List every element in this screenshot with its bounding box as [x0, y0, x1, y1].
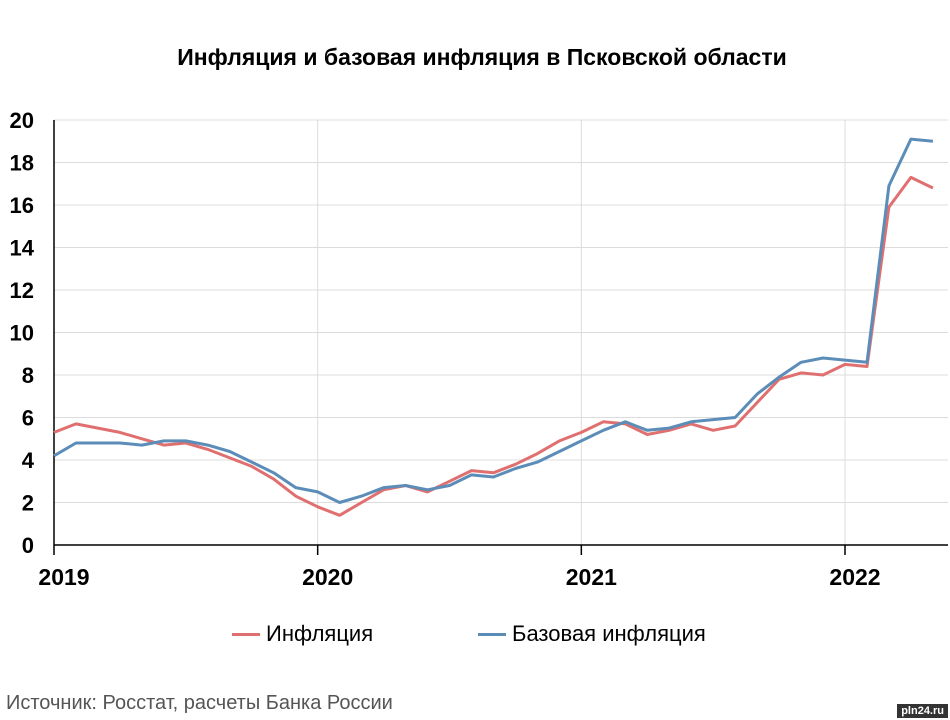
line-chart: 0 2 4 6 8 10 12 14 16 18 20 2019 2020 2021 2022	[10, 108, 948, 590]
x-axis-ticks: 2019 2020 2021 2022	[38, 564, 880, 590]
x-tick-label-2019: 2019	[38, 564, 89, 590]
series-line-inflation	[53, 175, 934, 517]
legend-label-core-inflation: Базовая инфляция	[512, 621, 706, 646]
legend-item-core-inflation: Базовая инфляция	[478, 621, 706, 647]
watermark: pln24.ru	[897, 704, 948, 718]
legend-label-inflation: Инфляция	[266, 621, 374, 646]
y-tick-label-14: 14	[10, 236, 35, 261]
y-tick-label-12: 12	[10, 278, 34, 303]
source-note: Источник: Росстат, расчеты Банка России	[6, 692, 393, 714]
legend-swatch-core-inflation	[478, 632, 506, 636]
y-tick-label-20: 20	[10, 108, 34, 133]
grid	[54, 119, 948, 545]
y-tick-label-10: 10	[10, 321, 34, 346]
y-tick-label-4: 4	[22, 448, 35, 473]
chart-title: Инфляция и базовая инфляция в Псковской …	[177, 44, 787, 70]
axes	[53, 120, 948, 555]
y-tick-label-8: 8	[22, 363, 34, 388]
x-tick-label-2022: 2022	[829, 564, 880, 590]
legend-item-inflation: Инфляция	[232, 621, 373, 647]
y-tick-label-16: 16	[10, 193, 34, 218]
series-line-core-inflation	[53, 137, 934, 504]
legend: Инфляция Базовая инфляция	[0, 621, 950, 651]
legend-swatch-inflation	[232, 632, 260, 636]
y-tick-label-2: 2	[22, 491, 34, 516]
y-tick-label-6: 6	[22, 406, 34, 431]
y-tick-label-18: 18	[10, 151, 34, 176]
series-lines	[53, 137, 934, 517]
x-tick-label-2020: 2020	[302, 564, 353, 590]
y-axis-ticks: 0 2 4 6 8 10 12 14 16 18 20	[10, 108, 35, 558]
x-tick-label-2021: 2021	[566, 564, 617, 590]
y-tick-label-0: 0	[22, 533, 34, 558]
